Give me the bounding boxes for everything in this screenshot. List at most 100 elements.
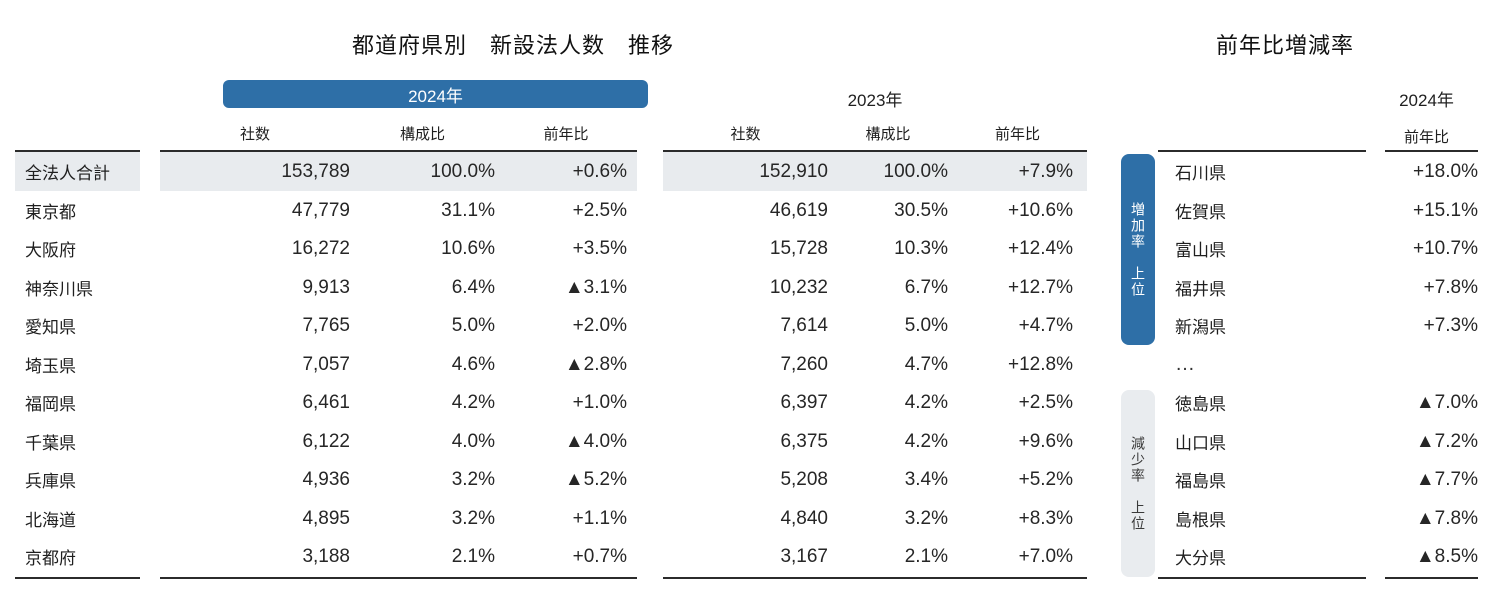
count-2023-cell: 6,375	[780, 430, 828, 452]
count-2023-cell: 3,167	[780, 545, 828, 567]
share-2023-cell: 100.0%	[883, 160, 948, 182]
share-2024-cell: 5.0%	[451, 314, 495, 336]
share-2023-cell: 6.7%	[904, 276, 948, 298]
yoy-2023-cell: +7.9%	[1018, 160, 1073, 182]
prefecture-name-cell: 福岡県	[25, 395, 76, 414]
share-2024-cell: 4.2%	[451, 391, 495, 413]
share-2024-cell: 6.4%	[451, 276, 495, 298]
yoy-2024-cell: +2.5%	[572, 199, 627, 221]
count-2024-cell: 47,779	[291, 199, 350, 221]
share-2023-cell: 3.2%	[904, 507, 948, 529]
increase-rank-label: 増加率 上位	[1130, 201, 1146, 298]
yoy-2023-cell: +2.5%	[1018, 391, 1073, 413]
ranking-yoy-cell: ▲8.5%	[1415, 545, 1478, 567]
yoy-2023-cell: +7.0%	[1018, 545, 1073, 567]
ranking-yoy-cell: +15.1%	[1413, 199, 1478, 221]
increase-rank-bar: 増加率 上位	[1121, 154, 1155, 345]
yoy-2023-cell: +10.6%	[1008, 199, 1073, 221]
share-2024-cell: 3.2%	[451, 507, 495, 529]
count-2024-cell: 16,272	[291, 237, 350, 259]
prefecture-name-cell: 神奈川県	[25, 280, 93, 299]
yoy-2024-cell: +2.0%	[572, 314, 627, 336]
ranking-yoy-cell: +18.0%	[1413, 160, 1478, 182]
yoy-2023-cell: +5.2%	[1018, 468, 1073, 490]
yoy-2023-cell: +12.8%	[1008, 353, 1073, 375]
main-table-title: 都道府県別 新設法人数 推移	[352, 33, 675, 58]
prefecture-name-cell: 埼玉県	[25, 357, 76, 376]
count-2023-cell: 46,619	[769, 199, 828, 221]
share-2024-cell: 3.2%	[451, 468, 495, 490]
table-row: 神奈川県 9,913 6.4% ▲3.1% 10,232 6.7% +12.7% 福井県…	[0, 268, 1512, 307]
ranking-prefecture-cell: 徳島県	[1175, 395, 1226, 414]
ranking-prefecture-cell: 福井県	[1175, 280, 1226, 299]
decrease-rank-bar: 減少率 上位	[1121, 390, 1155, 577]
share-2023-cell: 4.7%	[904, 353, 948, 375]
ranking-ellipsis: …	[1175, 353, 1197, 375]
divider-line	[1158, 577, 1366, 579]
yoy-2024-cell: +0.7%	[572, 545, 627, 567]
yoy-2023-cell: +9.6%	[1018, 430, 1073, 452]
col-header-count-2023: 社数	[730, 125, 761, 143]
table-row: 福岡県 6,461 4.2% +1.0% 6,397 4.2% +2.5% 徳島県 ▲7.…	[0, 383, 1512, 422]
prefecture-name-cell: 京都府	[25, 549, 76, 568]
year-2024-pill: 2024年	[223, 80, 648, 108]
ranking-yoy-cell: ▲7.2%	[1415, 430, 1478, 452]
divider-line	[1385, 150, 1478, 152]
prefecture-name-cell: 大阪府	[25, 241, 76, 260]
divider-line	[160, 577, 637, 579]
share-2024-cell: 100.0%	[430, 160, 495, 182]
panel-col-header: 前年比	[1403, 129, 1449, 146]
yoy-panel-title: 前年比増減率	[1216, 33, 1355, 58]
yoy-2024-cell: +1.1%	[572, 507, 627, 529]
prefecture-name-cell: 千葉県	[25, 434, 76, 453]
table-row: 千葉県 6,122 4.0% ▲4.0% 6,375 4.2% +9.6% 山口県 ▲7.…	[0, 422, 1512, 461]
ranking-prefecture-cell: 石川県	[1175, 164, 1226, 183]
count-2023-cell: 7,260	[780, 353, 828, 375]
count-2024-cell: 3,188	[302, 545, 350, 567]
table-row: 東京都 47,779 31.1% +2.5% 46,619 30.5% +10.6% 佐…	[0, 191, 1512, 230]
count-2024-cell: 6,461	[302, 391, 350, 413]
yoy-2024-cell: ▲2.8%	[564, 353, 627, 375]
share-2024-cell: 2.1%	[451, 545, 495, 567]
divider-line	[15, 150, 140, 152]
ranking-prefecture-cell: 大分県	[1175, 549, 1226, 568]
share-2024-cell: 4.0%	[451, 430, 495, 452]
yoy-2024-cell: ▲3.1%	[564, 276, 627, 298]
ranking-prefecture-cell: 福島県	[1175, 472, 1226, 491]
count-2023-cell: 5,208	[780, 468, 828, 490]
divider-line	[663, 577, 1087, 579]
panel-year-label: 2024年	[1399, 91, 1454, 110]
share-2023-cell: 3.4%	[904, 468, 948, 490]
share-2023-cell: 5.0%	[904, 314, 948, 336]
divider-line	[663, 150, 1087, 152]
yoy-2024-cell: ▲5.2%	[564, 468, 627, 490]
divider-line	[15, 577, 140, 579]
ranking-prefecture-cell: 山口県	[1175, 434, 1226, 453]
share-2024-cell: 4.6%	[451, 353, 495, 375]
count-2024-cell: 153,789	[281, 160, 350, 182]
share-2023-cell: 2.1%	[904, 545, 948, 567]
share-2023-cell: 30.5%	[894, 199, 948, 221]
ranking-yoy-cell: +7.8%	[1423, 276, 1478, 298]
divider-line	[160, 150, 637, 152]
prefecture-name-cell: 東京都	[25, 203, 76, 222]
count-2023-cell: 152,910	[759, 160, 828, 182]
prefecture-name-cell: 全法人合計	[15, 152, 140, 191]
col-header-yoy-2023: 前年比	[994, 125, 1040, 143]
table-row: 愛知県 7,765 5.0% +2.0% 7,614 5.0% +4.7% 新潟県 +7.…	[0, 306, 1512, 345]
year-2023-label: 2023年	[847, 91, 903, 110]
table-row: 埼玉県 7,057 4.6% ▲2.8% 7,260 4.7% +12.8% …	[0, 345, 1512, 384]
ranking-prefecture-cell: 佐賀県	[1175, 203, 1226, 222]
yoy-2024-cell: +3.5%	[572, 237, 627, 259]
yoy-2023-cell: +8.3%	[1018, 507, 1073, 529]
count-2023-cell: 7,614	[780, 314, 828, 336]
count-2024-cell: 9,913	[302, 276, 350, 298]
ranking-yoy-cell: +7.3%	[1423, 314, 1478, 336]
ranking-yoy-cell: +10.7%	[1413, 237, 1478, 259]
ranking-yoy-cell: ▲7.8%	[1415, 507, 1478, 529]
share-2023-cell: 10.3%	[894, 237, 948, 259]
yoy-2024-cell: ▲4.0%	[564, 430, 627, 452]
count-2024-cell: 4,895	[302, 507, 350, 529]
divider-line	[1385, 577, 1478, 579]
